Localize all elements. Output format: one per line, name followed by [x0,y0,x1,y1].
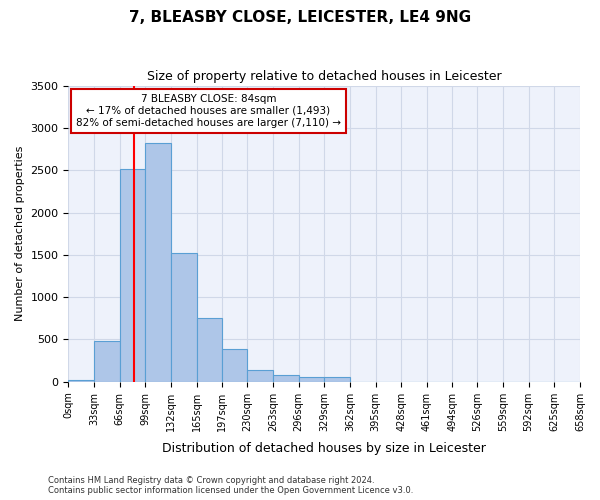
Bar [171,253,197,382]
Bar [221,349,247,382]
Text: Contains HM Land Registry data © Crown copyright and database right 2024.
Contai: Contains HM Land Registry data © Crown c… [48,476,413,495]
Bar [324,377,350,382]
Bar [197,318,221,382]
Bar [68,380,94,382]
Bar [299,377,324,382]
Bar [247,370,273,382]
Bar [273,376,299,382]
Bar [120,168,145,382]
Bar [145,143,171,382]
Title: Size of property relative to detached houses in Leicester: Size of property relative to detached ho… [147,70,502,83]
Text: 7 BLEASBY CLOSE: 84sqm
← 17% of detached houses are smaller (1,493)
82% of semi-: 7 BLEASBY CLOSE: 84sqm ← 17% of detached… [76,94,341,128]
X-axis label: Distribution of detached houses by size in Leicester: Distribution of detached houses by size … [162,442,486,455]
Text: 7, BLEASBY CLOSE, LEICESTER, LE4 9NG: 7, BLEASBY CLOSE, LEICESTER, LE4 9NG [129,10,471,25]
Y-axis label: Number of detached properties: Number of detached properties [15,146,25,322]
Bar [94,341,120,382]
